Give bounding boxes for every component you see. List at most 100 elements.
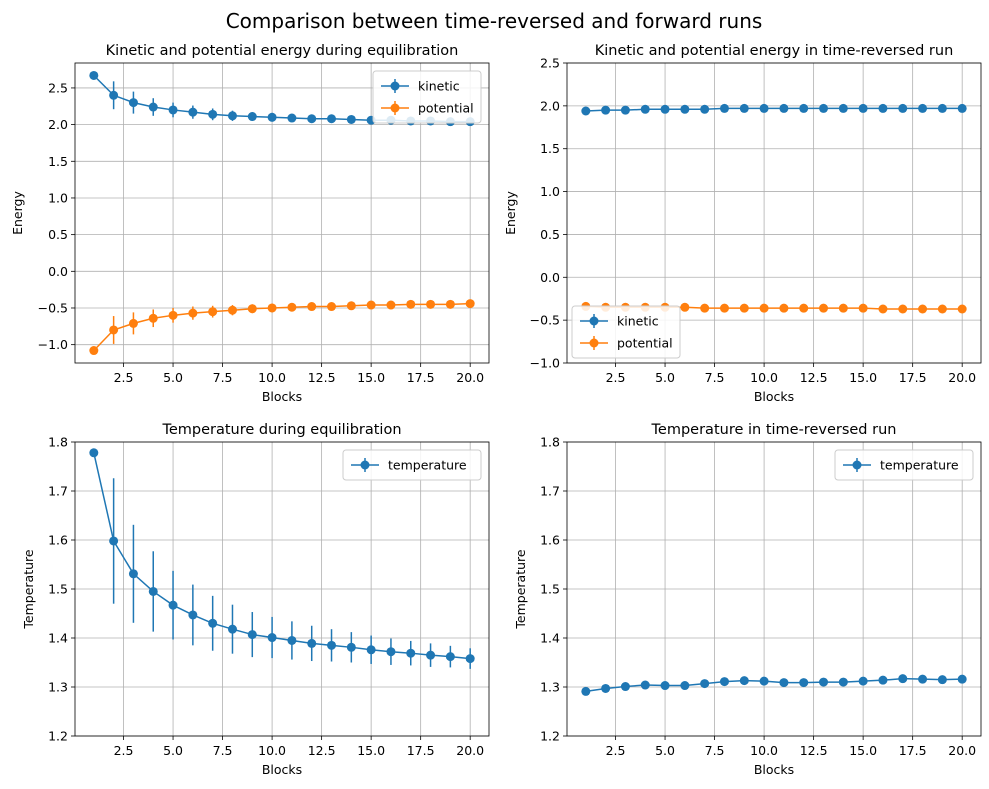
data-point: [307, 638, 317, 648]
y-tick-label: −1.0: [38, 337, 68, 352]
x-tick-label: 17.5: [407, 370, 435, 385]
x-tick-label: 15.0: [357, 743, 385, 758]
data-point: [89, 70, 99, 80]
data-point: [148, 102, 158, 112]
data-point: [719, 677, 729, 687]
legend-item-temperature: temperature: [843, 458, 959, 473]
legend: kinetic potential: [372, 70, 482, 124]
data-point: [287, 113, 297, 123]
axes-frame: [566, 62, 982, 364]
x-tick-label: 5.0: [163, 370, 183, 385]
y-tick-label: 1.7: [540, 484, 560, 499]
x-tick-label: 12.5: [308, 370, 336, 385]
data-point: [739, 676, 749, 686]
legend-label: potential: [418, 101, 474, 116]
data-point: [445, 299, 455, 309]
x-tick-label: 10.0: [258, 370, 286, 385]
x-tick-label: 15.0: [357, 370, 385, 385]
panel-title: Kinetic and potential energy during equi…: [106, 43, 459, 59]
x-tick-label: 10.0: [750, 743, 778, 758]
legend-label: potential: [617, 336, 673, 351]
y-tick-label: 1.8: [48, 435, 68, 450]
data-point: [89, 346, 99, 356]
x-tick-label: 17.5: [899, 743, 927, 758]
series-line-temperature: [93, 452, 471, 660]
y-tick-label: 1.5: [540, 141, 560, 156]
data-point: [878, 103, 888, 113]
y-tick-label: 1.8: [540, 435, 560, 450]
data-point: [759, 676, 769, 686]
data-point: [620, 682, 630, 692]
data-point: [109, 90, 119, 100]
data-point: [819, 303, 829, 313]
legend: kinetic potential: [571, 305, 681, 359]
legend-box: [571, 305, 681, 359]
data-point: [109, 325, 119, 335]
y-tick-label: 1.5: [48, 154, 68, 169]
y-tick-label: 1.4: [540, 631, 560, 646]
data-point: [739, 303, 749, 313]
x-tick-label: 10.0: [258, 743, 286, 758]
data-point: [759, 103, 769, 113]
series-temperature: [89, 448, 475, 669]
y-tick-label: 1.0: [48, 190, 68, 205]
data-point: [247, 630, 257, 640]
legend-item-potential: potential: [580, 336, 673, 351]
legend-marker: [852, 460, 862, 470]
data-point: [386, 300, 396, 310]
data-point: [898, 103, 908, 113]
data-point: [779, 103, 789, 113]
y-tick-label: 1.6: [48, 533, 68, 548]
data-point: [957, 103, 967, 113]
data-point: [581, 106, 591, 116]
legend-marker: [589, 338, 599, 348]
series-potential: [89, 299, 475, 356]
data-point: [287, 635, 297, 645]
data-point: [640, 680, 650, 690]
data-point: [426, 299, 436, 309]
data-point: [739, 103, 749, 113]
y-tick-label: 1.3: [540, 680, 560, 695]
legend-marker: [390, 103, 400, 113]
panel-title: Temperature in time-reversed run: [651, 422, 897, 438]
data-point: [918, 674, 928, 684]
y-tick-label: 1.4: [48, 631, 68, 646]
legend: temperature: [342, 449, 482, 481]
legend-box: [342, 449, 482, 481]
data-point: [307, 114, 317, 124]
data-point: [700, 679, 710, 689]
x-axis-label: Blocks: [262, 389, 302, 404]
y-tick-label: 1.7: [48, 484, 68, 499]
data-point: [188, 107, 198, 117]
data-point: [799, 303, 809, 313]
data-point: [128, 318, 138, 328]
data-point: [366, 300, 376, 310]
data-point: [148, 313, 158, 323]
data-point: [89, 448, 99, 458]
panel-temperature-time-reversed: 2.5 5.0 7.5 10.0 12.5 15.0 17.5 20.0 1.2 1.3 1.4 1.…: [513, 422, 982, 777]
data-point: [601, 105, 611, 115]
data-point: [208, 109, 218, 119]
data-point: [109, 536, 119, 546]
data-point: [346, 114, 356, 124]
data-point: [719, 303, 729, 313]
x-tick-label: 2.5: [606, 370, 626, 385]
data-point: [640, 104, 650, 114]
y-tick-label: −0.5: [38, 300, 68, 315]
x-tick-label: 17.5: [407, 743, 435, 758]
x-axis-label: Blocks: [754, 762, 794, 777]
legend-marker: [589, 316, 599, 326]
data-point: [838, 677, 848, 687]
axes-frame: [74, 62, 490, 364]
data-point: [680, 681, 690, 691]
data-point: [957, 674, 967, 684]
data-point: [858, 303, 868, 313]
panel-temperature-equilibration: 2.5 5.0 7.5 10.0 12.5 15.0 17.5 20.0 1.2 1.3 1.4 1.…: [21, 422, 490, 777]
data-point: [128, 98, 138, 108]
legend-label: kinetic: [617, 314, 659, 329]
y-axis-label: Energy: [503, 191, 518, 235]
y-tick-label: 0.5: [48, 227, 68, 242]
x-tick-label: 7.5: [213, 743, 233, 758]
y-tick-label: 2.0: [540, 98, 560, 113]
x-tick-label: 17.5: [899, 370, 927, 385]
